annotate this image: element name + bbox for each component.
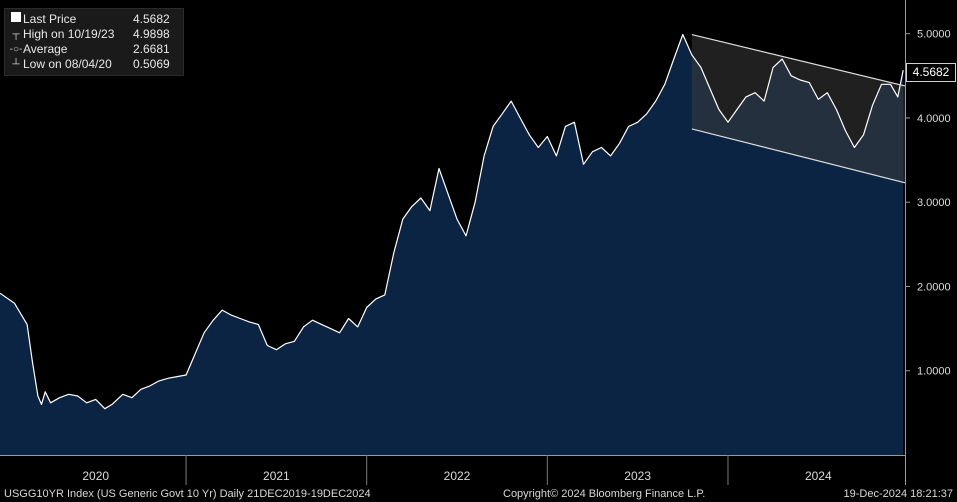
legend-value: 4.9898 — [133, 27, 170, 41]
legend-label: Average — [23, 42, 68, 56]
y-tick-label: 3.0000 — [917, 197, 951, 209]
y-tick-label: 5.0000 — [917, 29, 951, 41]
last-price-tag: 4.5682 — [906, 63, 956, 82]
y-tick-label: 4.0000 — [917, 113, 951, 125]
y-tick-label: 1.0000 — [917, 366, 951, 378]
last-price-box-icon — [9, 12, 23, 27]
channel-lower-line — [691, 128, 906, 184]
x-tick-label: 2022 — [444, 469, 471, 483]
footer-copyright: Copyright© 2024 Bloomberg Finance L.P. — [503, 488, 706, 500]
x-tick-label: 2021 — [263, 469, 290, 483]
channel-upper-line — [691, 33, 906, 87]
legend-value: 2.6681 — [133, 42, 170, 56]
average-marker-icon: -○- — [9, 44, 23, 55]
legend-value: 0.5069 — [133, 57, 170, 71]
footer-security-info: USGG10YR Index (US Generic Govt 10 Yr) D… — [4, 488, 371, 500]
low-marker-icon: ┴ — [12, 59, 20, 70]
x-tick-label: 2024 — [805, 469, 832, 483]
legend-label: Low on 08/04/20 — [23, 57, 112, 71]
chart-legend: Last Price 4.5682 ┬ High on 10/19/23 4.9… — [4, 8, 184, 76]
legend-label: Last Price — [23, 12, 77, 26]
x-tick-label: 2023 — [624, 469, 651, 483]
legend-row-last-price: Last Price 4.5682 — [9, 12, 177, 27]
price-line — [0, 33, 904, 410]
chart-footer: USGG10YR Index (US Generic Govt 10 Yr) D… — [0, 486, 957, 502]
legend-row-low: ┴ Low on 08/04/20 0.5069 — [9, 57, 177, 72]
price-area — [0, 34, 904, 455]
x-tick-label: 2020 — [82, 469, 109, 483]
legend-row-average: -○- Average 2.6681 — [9, 42, 177, 57]
trend-channel-fill — [691, 34, 905, 183]
legend-row-high: ┬ High on 10/19/23 4.9898 — [9, 27, 177, 42]
footer-timestamp: 19-Dec-2024 18:21:37 — [843, 488, 953, 500]
legend-label: High on 10/19/23 — [23, 27, 115, 41]
legend-value: 4.5682 — [133, 12, 170, 26]
high-marker-icon: ┬ — [12, 29, 20, 40]
y-tick-label: 2.0000 — [917, 281, 951, 293]
